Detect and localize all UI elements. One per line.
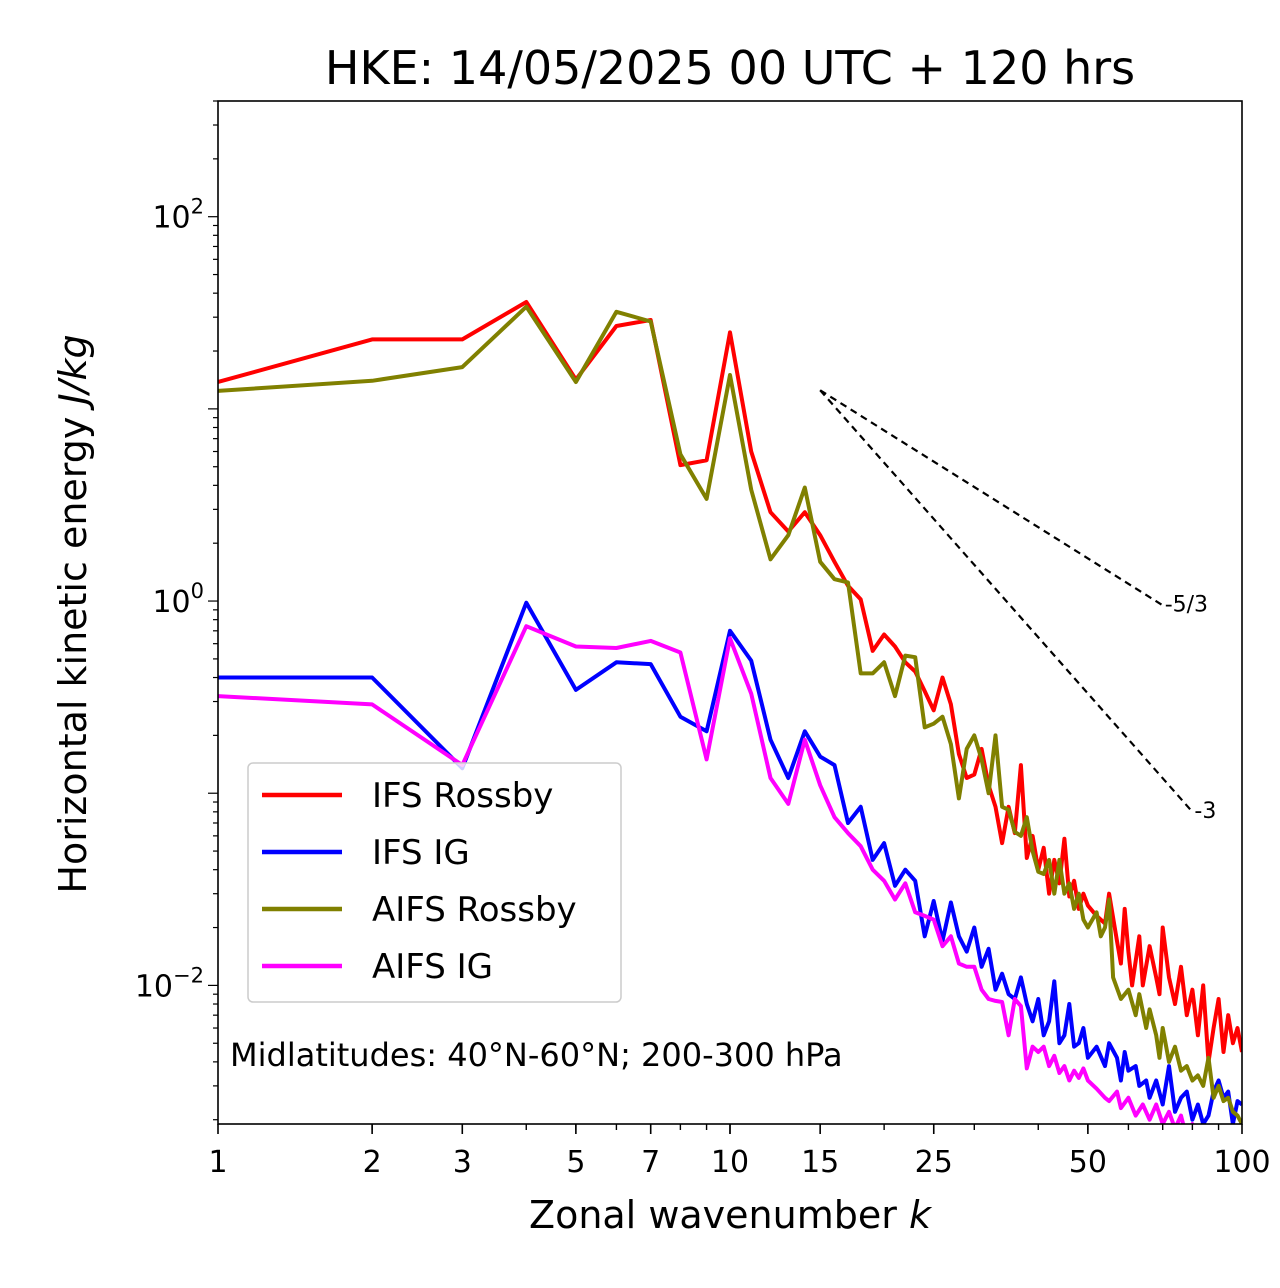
region-annotation: Midlatitudes: 40°N-60°N; 200-300 hPa bbox=[230, 1036, 843, 1074]
x-axis-label-text: Zonal wavenumber bbox=[529, 1193, 897, 1237]
legend: IFS Rossby IFS IG AIFS Rossby AIFS IG bbox=[247, 762, 622, 1003]
reference-slopes: -5/3 -3 bbox=[819, 389, 1216, 824]
legend-label-2: AIFS Rossby bbox=[372, 890, 577, 930]
series-line-3 bbox=[218, 624, 1195, 1124]
x-tick-label: 2 bbox=[363, 1145, 382, 1180]
legend-label-1: IFS IG bbox=[372, 833, 470, 873]
x-axis-variable: k bbox=[909, 1193, 933, 1237]
x-tick-label: 25 bbox=[915, 1145, 953, 1180]
x-tick-label: 10 bbox=[711, 1145, 749, 1180]
chart-title: HKE: 14/05/2025 00 UTC + 120 hrs bbox=[325, 41, 1135, 95]
x-tick-label: 7 bbox=[641, 1145, 660, 1180]
series-layer bbox=[218, 300, 1242, 1124]
y-tick-label: 10−2 bbox=[135, 963, 204, 1004]
legend-label-0: IFS Rossby bbox=[372, 776, 553, 816]
x-tick-label: 100 bbox=[1213, 1145, 1270, 1180]
x-tick-label: 15 bbox=[801, 1145, 839, 1180]
x-tick-label: 1 bbox=[208, 1145, 227, 1180]
x-axis-label: Zonal wavenumber k bbox=[529, 1193, 933, 1237]
y-axis-label: Horizontal kinetic energy J/kg bbox=[51, 334, 95, 893]
y-axis-ticks: 10−2 100 102 bbox=[135, 100, 218, 1121]
series-line-1 bbox=[218, 600, 1242, 1124]
y-axis-units: J/kg bbox=[51, 334, 95, 411]
y-tick-label: 102 bbox=[152, 195, 204, 236]
series-line-2 bbox=[218, 304, 1242, 1124]
x-tick-label: 3 bbox=[453, 1145, 472, 1180]
slope-line-0 bbox=[819, 389, 1164, 607]
slope-line-1 bbox=[819, 389, 1194, 813]
x-axis-ticks: 1 2 3 5 7 10 15 25 50 100 bbox=[208, 1124, 1271, 1180]
slope-label-1: -3 bbox=[1194, 799, 1216, 824]
legend-box bbox=[247, 762, 622, 1003]
x-tick-label: 50 bbox=[1069, 1145, 1107, 1180]
slope-label-0: -5/3 bbox=[1165, 592, 1208, 617]
x-tick-label: 5 bbox=[566, 1145, 585, 1180]
y-axis-label-text: Horizontal kinetic energy bbox=[51, 417, 95, 894]
y-tick-label: 100 bbox=[152, 579, 204, 620]
legend-label-3: AIFS IG bbox=[372, 947, 493, 987]
